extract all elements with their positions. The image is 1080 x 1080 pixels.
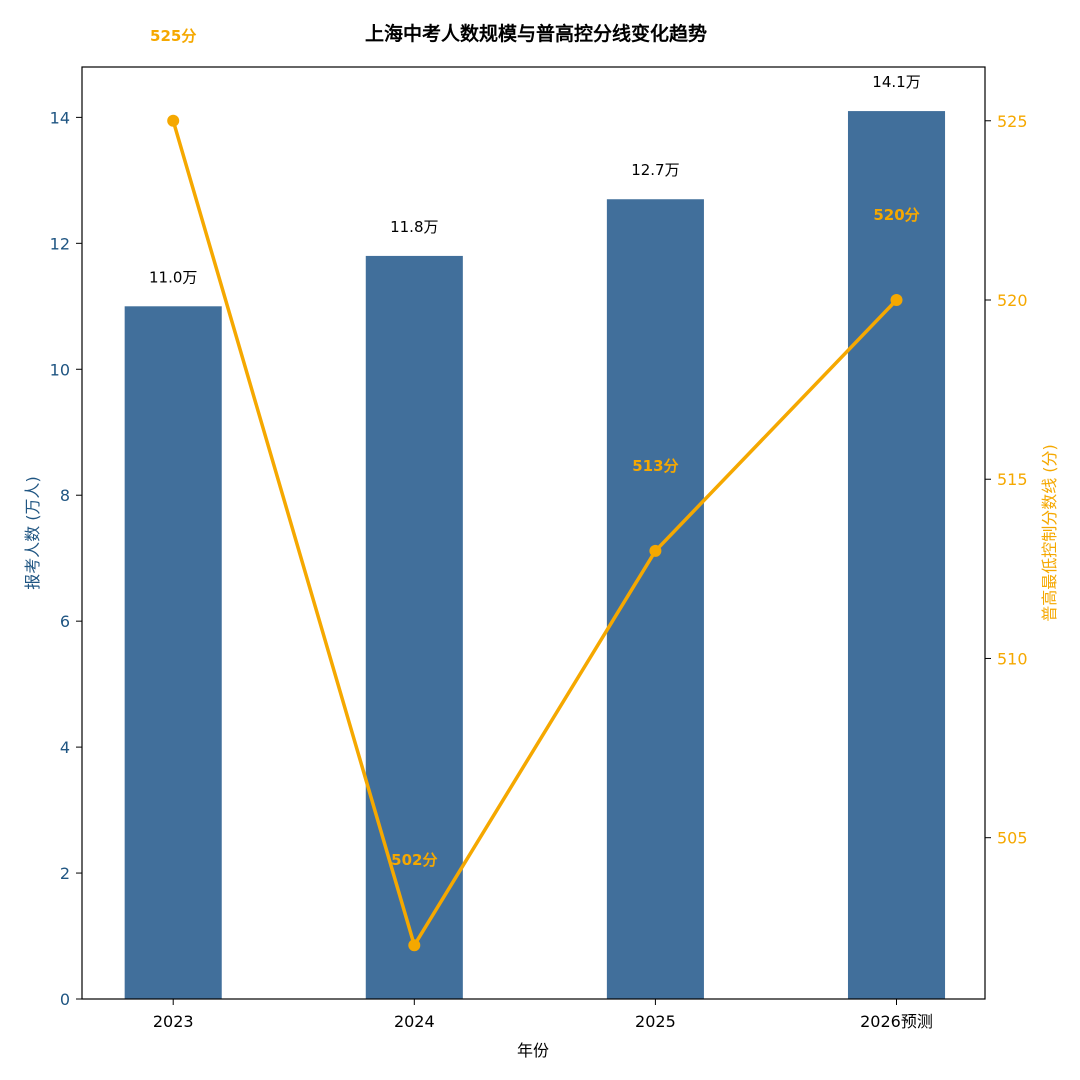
line-point: [890, 294, 903, 306]
right-tick-label: 515: [997, 470, 1028, 489]
x-tick-label: 2024: [394, 1012, 435, 1031]
bar-value-label: 12.7万: [631, 161, 679, 179]
plot-frame: [81, 66, 986, 1000]
x-tick-label: 2026预测: [860, 1012, 933, 1031]
x-tick-label: 2023: [153, 1012, 194, 1031]
line-point: [167, 114, 180, 127]
x-tick-label: 2025: [635, 1012, 676, 1031]
line-value-label: 525分: [150, 27, 196, 45]
right-tick-label: 520: [997, 291, 1028, 310]
left-axis-label: 报考人数 (万人): [23, 476, 42, 590]
bar: [847, 111, 946, 1000]
bar-value-label: 11.8万: [390, 218, 438, 236]
left-tick-label: 2: [60, 864, 70, 883]
line-value-label: 520分: [873, 206, 919, 224]
right-tick-label: 525: [997, 112, 1028, 131]
left-tick-label: 12: [50, 234, 70, 253]
bar-value-label: 14.1万: [872, 73, 920, 91]
left-tick-label: 0: [60, 990, 70, 1009]
score-line: [171, 120, 898, 947]
line-point: [408, 939, 421, 952]
bar-labels-layer: 11.0万 11.8万 12.7万 14.1万: [149, 73, 921, 286]
line-point: [649, 544, 662, 557]
x-axis: 2023 2024 2025 2026预测: [153, 999, 933, 1031]
bar-value-label: 11.0万: [149, 268, 197, 286]
chart-title: 上海中考人数规模与普高控分线变化趋势: [365, 22, 707, 45]
bar: [365, 255, 463, 999]
bar: [606, 199, 704, 1000]
line-labels-layer: 525分 502分 513分 520分: [150, 27, 920, 869]
left-tick-label: 4: [60, 738, 70, 757]
right-tick-label: 510: [997, 649, 1028, 668]
line-value-label: 513分: [632, 457, 678, 475]
line-value-label: 502分: [391, 851, 437, 869]
left-tick-label: 14: [50, 108, 70, 127]
left-tick-label: 10: [50, 360, 70, 379]
bars-layer: [124, 111, 946, 1000]
right-axis: 505 510 515 520 525: [985, 112, 1028, 848]
x-axis-label: 年份: [517, 1041, 549, 1060]
right-axis-label: 普高最低控制分数线 (分): [1040, 444, 1059, 622]
line-layer: [167, 114, 903, 952]
left-axis: 0 2 4 6 8 10 12 14: [50, 108, 82, 1009]
left-tick-label: 8: [60, 486, 70, 505]
bar: [124, 306, 222, 999]
right-tick-label: 505: [997, 829, 1028, 848]
left-tick-label: 6: [60, 612, 70, 631]
